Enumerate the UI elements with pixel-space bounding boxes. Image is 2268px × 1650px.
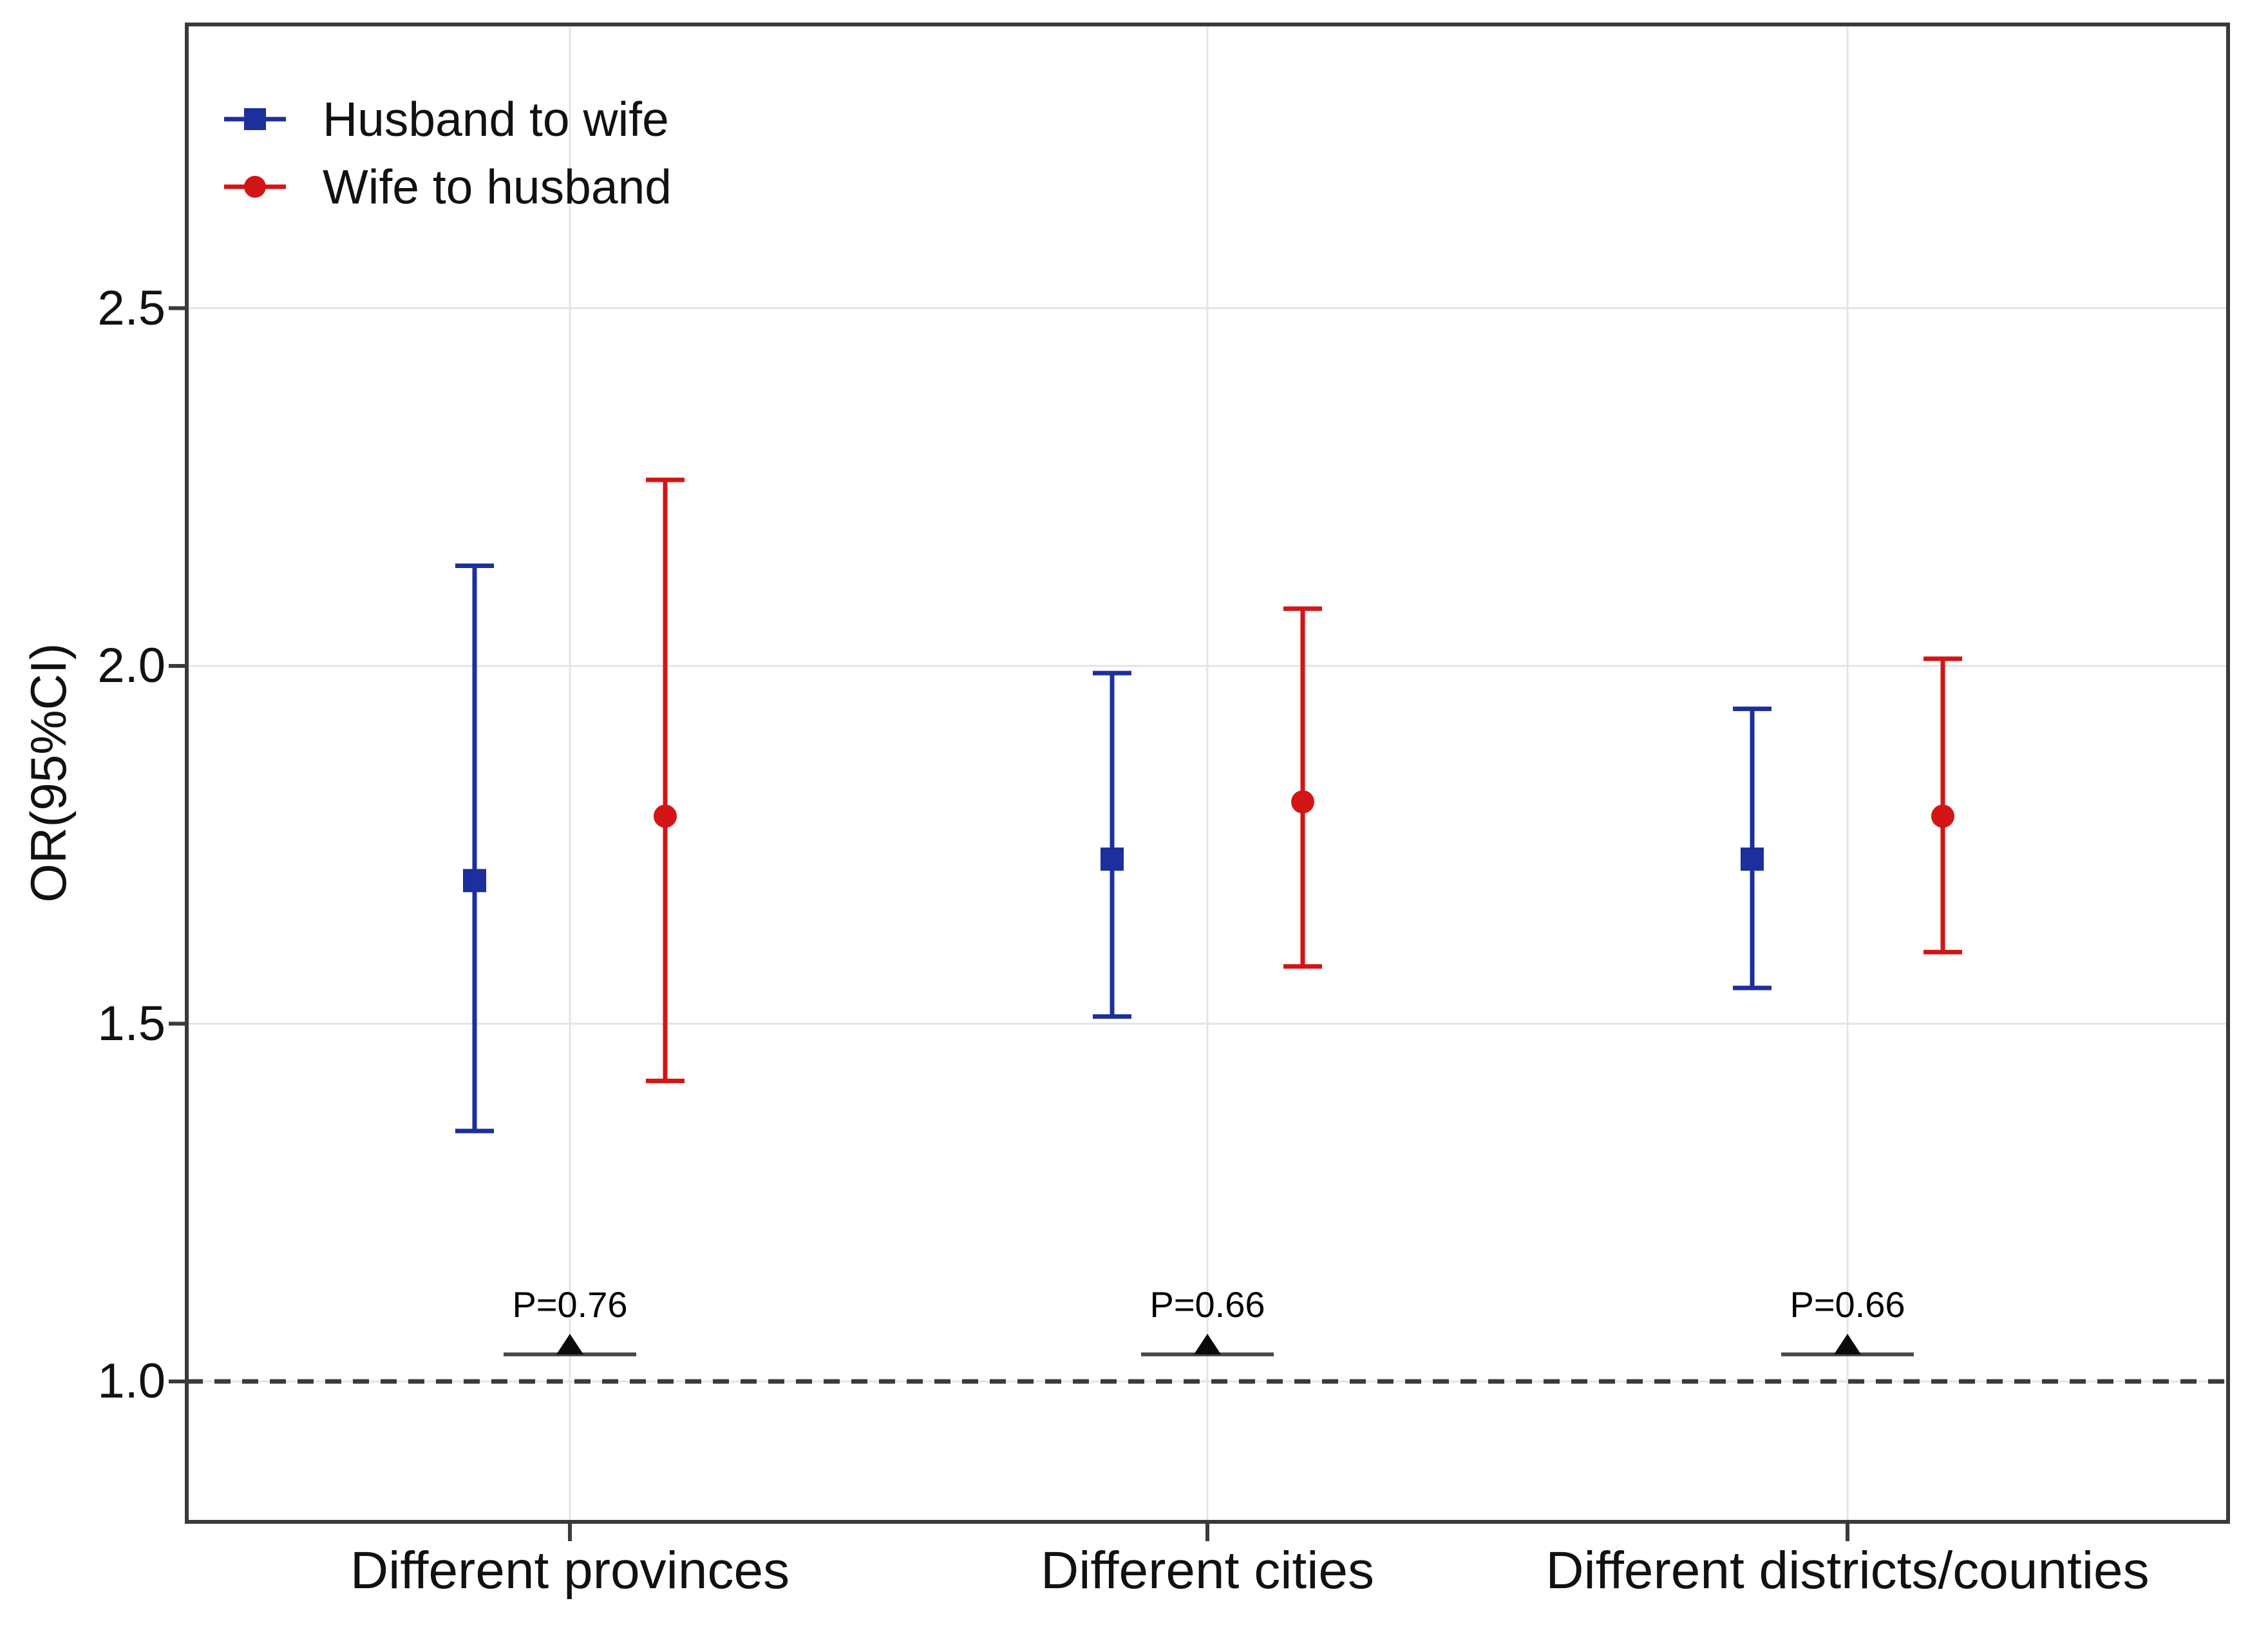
x-axis-label-different-cities: Different cities: [1040, 1541, 1375, 1600]
square-marker: [1741, 847, 1764, 871]
p-annotation-triangle: [556, 1334, 583, 1354]
y-tick-label-1-0: 1.0: [97, 1354, 165, 1408]
x-axis-label-different-provinces: Different provinces: [350, 1541, 790, 1600]
legend-label-husband-to-wife: Husband to wife: [323, 92, 669, 146]
y-tick-label-2-0: 2.0: [97, 638, 165, 693]
circle-marker: [654, 804, 677, 828]
y-tick-label-2-5: 2.5: [97, 281, 165, 336]
p-value-label-provinces: P=0.76: [512, 1284, 628, 1325]
square-marker: [1101, 847, 1124, 871]
y-tick-label-1-5: 1.5: [97, 996, 165, 1051]
legend-key-circle-marker: [244, 176, 266, 198]
legend-key-square-marker: [244, 108, 266, 130]
square-marker: [463, 869, 486, 893]
plot-panel-border: [185, 23, 2230, 1524]
p-annotation-triangle: [1194, 1334, 1221, 1354]
circle-marker: [1291, 790, 1314, 814]
legend-label-wife-to-husband: Wife to husband: [323, 160, 672, 214]
x-axis-label-different-districts-counties: Different districts/counties: [1545, 1541, 2150, 1600]
p-value-label-districts: P=0.66: [1790, 1284, 1905, 1325]
p-value-label-cities: P=0.66: [1149, 1284, 1265, 1325]
p-annotation-triangle: [1834, 1334, 1861, 1354]
circle-marker: [1931, 804, 1954, 828]
